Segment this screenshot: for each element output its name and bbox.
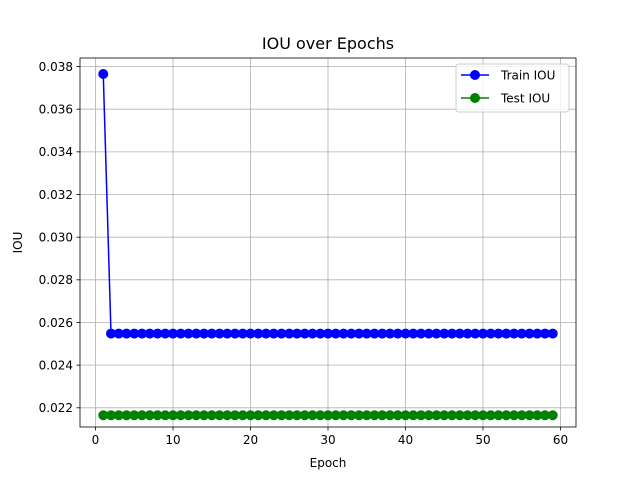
legend: Train IOU Test IOU [456, 64, 569, 112]
x-tick-label: 50 [475, 433, 490, 447]
y-tick-label: 0.028 [39, 273, 73, 287]
x-tick-label: 20 [243, 433, 258, 447]
y-tick-label: 0.038 [39, 60, 73, 74]
y-tick-label: 0.036 [39, 102, 73, 116]
x-tick-label: 30 [320, 433, 335, 447]
x-tick-label: 40 [398, 433, 413, 447]
chart-title: IOU over Epochs [262, 34, 394, 53]
data-point-train-iou [99, 70, 108, 79]
y-axis-label: IOU [11, 232, 25, 254]
legend-marker-train-iou [471, 71, 480, 80]
y-tick-label: 0.026 [39, 316, 73, 330]
x-tick-label: 60 [553, 433, 568, 447]
y-tick-label: 0.032 [39, 188, 73, 202]
x-axis-label: Epoch [310, 456, 347, 470]
x-tick-label: 10 [165, 433, 180, 447]
x-tick-label: 0 [92, 433, 100, 447]
y-tick-label: 0.034 [39, 145, 73, 159]
legend-label-train-iou: Train IOU [500, 69, 555, 83]
data-point-test-iou [548, 411, 557, 420]
y-tick-label: 0.024 [39, 358, 73, 372]
legend-marker-test-iou [471, 94, 480, 103]
y-tick-label: 0.022 [39, 401, 73, 415]
legend-label-test-iou: Test IOU [500, 92, 550, 106]
y-tick-label: 0.030 [39, 230, 73, 244]
data-point-train-iou [548, 329, 557, 338]
